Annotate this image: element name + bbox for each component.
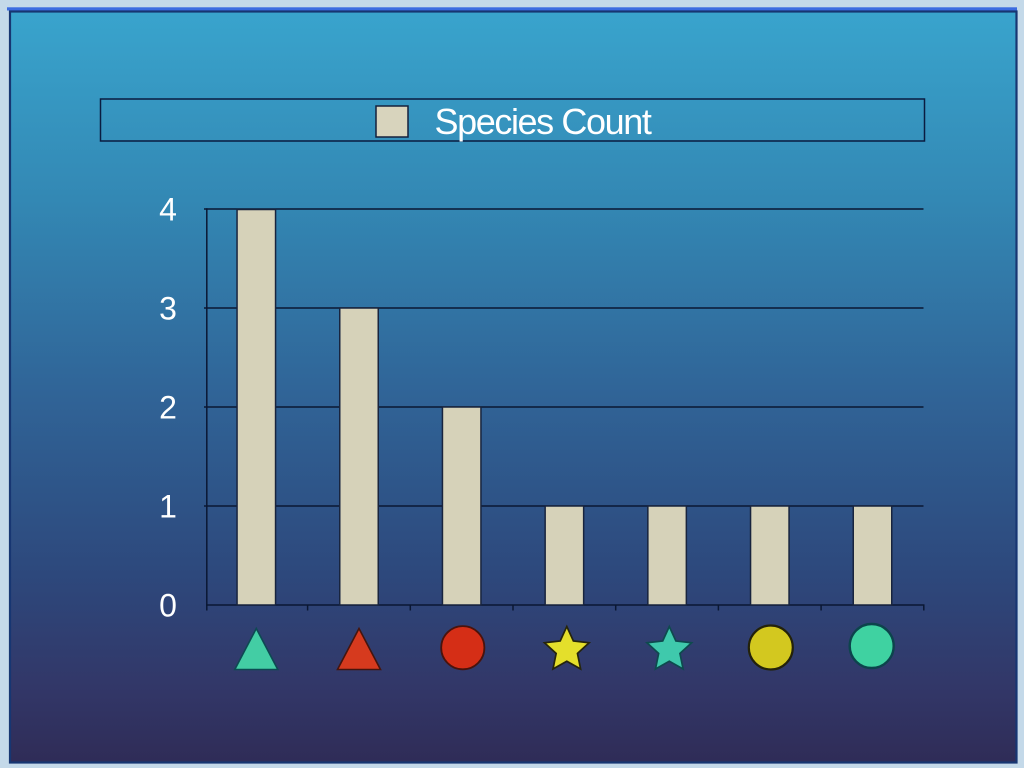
svg-text:Species Count: Species Count [435, 101, 652, 142]
svg-text:1: 1 [159, 489, 177, 525]
svg-text:0: 0 [159, 588, 177, 624]
svg-text:4: 4 [159, 192, 177, 228]
svg-text:2: 2 [159, 390, 177, 426]
svg-text:3: 3 [159, 291, 177, 327]
